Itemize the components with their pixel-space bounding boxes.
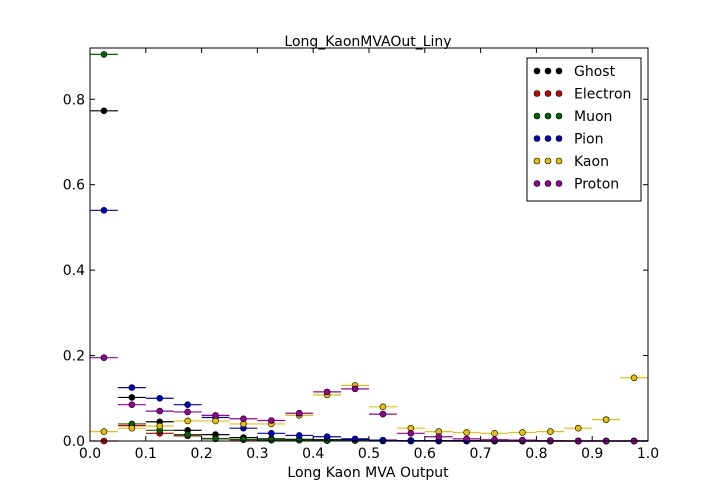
data-point-kaon — [100, 428, 108, 435]
legend-box — [526, 57, 642, 202]
data-point-kaon — [128, 424, 136, 432]
data-point-proton — [100, 354, 108, 362]
data-point-kaon — [379, 403, 387, 411]
legend-marker-electron — [544, 90, 552, 97]
x-tick-label: 0.5 — [358, 446, 380, 462]
legend-marker-kaon — [533, 157, 541, 165]
data-point-kaon — [212, 417, 219, 425]
legend-marker-electron — [555, 90, 563, 97]
data-point-kaon — [184, 417, 191, 425]
data-point-proton — [435, 433, 443, 441]
data-point-proton — [184, 408, 191, 416]
data-point-muon — [212, 435, 219, 443]
data-point-pion — [323, 433, 331, 441]
data-point-muon — [268, 436, 275, 444]
data-point-pion — [351, 435, 359, 443]
legend-marker-ghost — [533, 67, 541, 75]
legend-label-electron: Electron — [574, 87, 631, 103]
plot-area: 0.0 0.1 0.2 0.3 0.4 0.5 0.6 0.7 0.8 0.9 1.00.00.20… — [63, 47, 659, 462]
data-point-kaon — [547, 428, 554, 435]
legend-marker-pion — [533, 135, 541, 142]
legend-marker-ghost — [555, 67, 563, 75]
data-point-proton — [268, 417, 275, 424]
legend-marker-electron — [533, 90, 541, 97]
legend-entry-ghost: Ghost — [533, 64, 616, 80]
data-point-ghost — [128, 394, 136, 401]
data-point-proton — [519, 436, 526, 444]
y-tick-label: 0.0 — [63, 434, 85, 450]
data-point-proton — [212, 412, 219, 419]
legend-entry-electron: Electron — [533, 87, 631, 103]
x-tick-label: 1.0 — [637, 446, 659, 462]
x-tick-label: 0.8 — [525, 446, 547, 462]
x-axis-label: Long Kaon MVA Output — [287, 465, 449, 481]
data-point-kaon — [630, 374, 638, 382]
legend-entry-proton: Proton — [533, 177, 619, 193]
legend-marker-muon — [544, 112, 552, 120]
data-point-kaon — [519, 429, 526, 436]
data-point-muon — [100, 51, 108, 58]
legend-marker-proton — [544, 180, 552, 187]
legend-marker-muon — [533, 112, 541, 120]
data-point-proton — [463, 435, 470, 443]
legend-marker-muon — [555, 112, 563, 120]
data-point-ghost — [100, 107, 108, 115]
data-point-kaon — [491, 430, 498, 437]
data-point-kaon — [574, 424, 582, 432]
legend-marker-ghost — [544, 67, 552, 75]
legend-marker-proton — [533, 180, 541, 187]
legend-label-kaon: Kaon — [574, 154, 609, 170]
data-point-proton — [156, 407, 164, 415]
legend-label-ghost: Ghost — [574, 64, 616, 80]
y-tick-label: 0.8 — [63, 92, 85, 108]
data-point-kaon — [156, 422, 164, 430]
legend-marker-pion — [544, 135, 552, 142]
legend-entry-pion: Pion — [533, 132, 603, 148]
data-point-proton — [295, 409, 303, 417]
legend-entry-muon: Muon — [533, 109, 612, 125]
y-tick-label: 0.2 — [63, 349, 85, 365]
x-axis: 0.0 0.1 0.2 0.3 0.4 0.5 0.6 0.7 0.8 0.9 1.0 — [79, 48, 659, 462]
legend-marker-kaon — [544, 157, 552, 165]
data-point-proton — [128, 401, 136, 408]
data-point-pion — [379, 436, 387, 444]
data-point-pion — [184, 401, 191, 408]
chart-title: Long_KaonMVAOut_Liny — [284, 34, 451, 50]
x-tick-label: 0.3 — [246, 446, 268, 462]
x-tick-label: 0.7 — [469, 446, 491, 462]
x-tick-label: 0.4 — [302, 446, 324, 462]
legend-marker-pion — [555, 135, 563, 142]
x-tick-label: 0.0 — [79, 446, 101, 462]
legend: Ghost Electron Muon Pion Kaon Proton — [526, 57, 642, 202]
data-point-pion — [295, 432, 303, 439]
legend-label-pion: Pion — [574, 132, 603, 148]
legend-marker-kaon — [555, 157, 563, 165]
data-point-proton — [491, 436, 498, 444]
legend-entry-kaon: Kaon — [533, 154, 609, 170]
legend-label-proton: Proton — [574, 177, 619, 193]
x-tick-label: 0.1 — [135, 446, 157, 462]
data-point-pion — [100, 207, 108, 214]
data-point-proton — [240, 415, 247, 423]
data-point-kaon — [463, 429, 470, 436]
data-point-muon — [184, 431, 191, 438]
data-point-proton — [323, 388, 331, 396]
x-tick-label: 0.2 — [190, 446, 212, 462]
y-tick-label: 0.4 — [63, 263, 85, 279]
y-axis: 0.0 0.2 0.4 0.6 0.8 — [63, 92, 648, 450]
legend-marker-proton — [555, 180, 563, 187]
data-point-kaon — [602, 416, 610, 423]
legend-label-muon: Muon — [574, 109, 612, 125]
data-point-pion — [128, 384, 136, 391]
x-tick-label: 0.6 — [414, 446, 436, 462]
y-tick-label: 0.6 — [63, 178, 85, 194]
data-point-proton — [379, 410, 387, 418]
data-point-pion — [156, 394, 164, 402]
data-point-proton — [351, 385, 359, 393]
x-tick-label: 0.9 — [581, 446, 603, 462]
data-point-pion — [268, 430, 275, 437]
data-point-proton — [407, 430, 415, 437]
